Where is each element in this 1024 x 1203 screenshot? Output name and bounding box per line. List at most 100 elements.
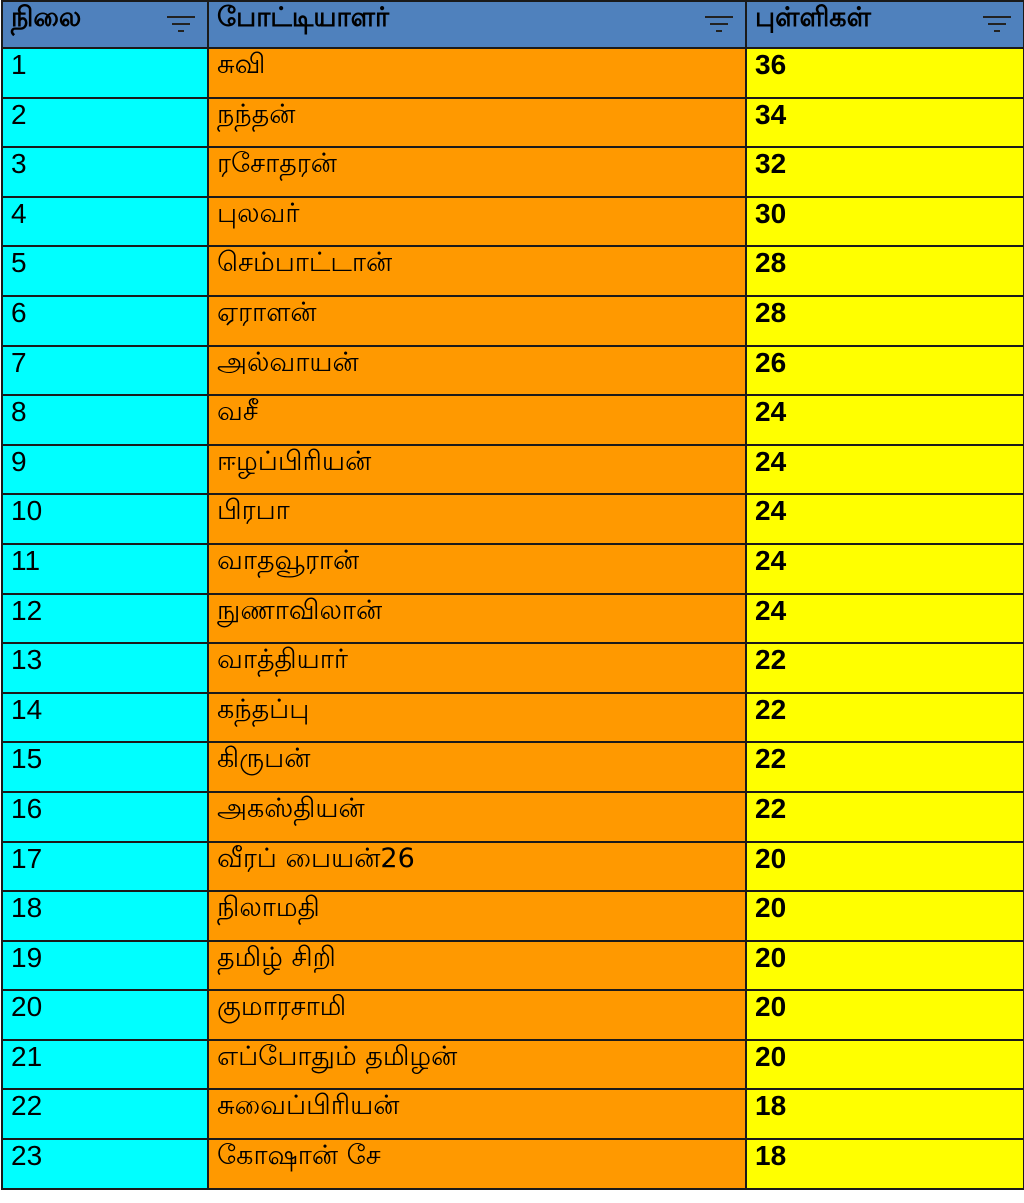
rank-cell[interactable]: 17 bbox=[1, 840, 209, 893]
header-points: புள்ளிகள் bbox=[745, 0, 1024, 49]
table-row: 16 அகஸ்தியன் 22 bbox=[1, 790, 1024, 843]
points-cell[interactable]: 28 bbox=[745, 245, 1024, 297]
table-row: 3 ரசோதரன் 32 bbox=[1, 146, 1024, 198]
name-cell[interactable]: வாத்தியார் bbox=[207, 642, 747, 694]
name-cell[interactable]: கிருபன் bbox=[207, 741, 747, 793]
rank-cell[interactable]: 1 bbox=[1, 47, 209, 99]
table-row: 20 குமாரசாமி 20 bbox=[1, 989, 1024, 1041]
points-cell[interactable]: 24 bbox=[745, 394, 1024, 446]
table-row: 5 செம்பாட்டான் 28 bbox=[1, 245, 1024, 297]
rank-cell[interactable]: 2 bbox=[1, 96, 209, 149]
rank-cell[interactable]: 18 bbox=[1, 890, 209, 942]
rank-cell[interactable]: 3 bbox=[1, 146, 209, 198]
rank-cell[interactable]: 6 bbox=[1, 294, 209, 347]
name-cell[interactable]: வீரப் பையன்26 bbox=[207, 840, 747, 893]
table-row: 14 கந்தப்பு 22 bbox=[1, 691, 1024, 744]
table-row: 7 அல்வாயன் 26 bbox=[1, 344, 1024, 397]
points-cell[interactable]: 28 bbox=[745, 294, 1024, 347]
rank-cell[interactable]: 4 bbox=[1, 195, 209, 248]
rank-cell[interactable]: 10 bbox=[1, 493, 209, 545]
table-row: 17 வீரப் பையன்26 20 bbox=[1, 840, 1024, 893]
rank-cell[interactable]: 16 bbox=[1, 790, 209, 843]
name-cell[interactable]: புலவர் bbox=[207, 195, 747, 248]
header-row: நிலை போட்டியாளர் புள்ளிகள் bbox=[1, 0, 1024, 49]
name-cell[interactable]: கோஷான் சே bbox=[207, 1138, 747, 1190]
rank-cell[interactable]: 22 bbox=[1, 1088, 209, 1141]
filter-icon[interactable] bbox=[705, 16, 733, 34]
rank-cell[interactable]: 5 bbox=[1, 245, 209, 297]
points-cell[interactable]: 20 bbox=[745, 939, 1024, 992]
name-cell[interactable]: அல்வாயன் bbox=[207, 344, 747, 397]
name-cell[interactable]: நிலாமதி bbox=[207, 890, 747, 942]
name-cell[interactable]: செம்பாட்டான் bbox=[207, 245, 747, 297]
header-points-label: புள்ளிகள் bbox=[755, 2, 871, 33]
rank-cell[interactable]: 13 bbox=[1, 642, 209, 694]
name-cell[interactable]: கந்தப்பு bbox=[207, 691, 747, 744]
points-cell[interactable]: 18 bbox=[745, 1088, 1024, 1141]
points-cell[interactable]: 20 bbox=[745, 1038, 1024, 1091]
name-cell[interactable]: பிரபா bbox=[207, 493, 747, 545]
filter-icon[interactable] bbox=[167, 16, 195, 34]
points-cell[interactable]: 20 bbox=[745, 840, 1024, 893]
rank-cell[interactable]: 19 bbox=[1, 939, 209, 992]
table-row: 9 ஈழப்பிரியன் 24 bbox=[1, 443, 1024, 496]
rank-cell[interactable]: 15 bbox=[1, 741, 209, 793]
rank-cell[interactable]: 20 bbox=[1, 989, 209, 1041]
table-row: 15 கிருபன் 22 bbox=[1, 741, 1024, 793]
name-cell[interactable]: ரசோதரன் bbox=[207, 146, 747, 198]
filter-icon[interactable] bbox=[983, 16, 1011, 34]
name-cell[interactable]: அகஸ்தியன் bbox=[207, 790, 747, 843]
points-cell[interactable]: 34 bbox=[745, 96, 1024, 149]
header-rank-label: நிலை bbox=[11, 2, 82, 33]
table-row: 12 நுணாவிலான் 24 bbox=[1, 592, 1024, 645]
points-cell[interactable]: 24 bbox=[745, 592, 1024, 645]
points-cell[interactable]: 24 bbox=[745, 443, 1024, 496]
points-cell[interactable]: 20 bbox=[745, 989, 1024, 1041]
points-cell[interactable]: 24 bbox=[745, 493, 1024, 545]
name-cell[interactable]: தமிழ் சிறி bbox=[207, 939, 747, 992]
table-row: 21 எப்போதும் தமிழன் 20 bbox=[1, 1038, 1024, 1091]
table-row: 6 ஏராளன் 28 bbox=[1, 294, 1024, 347]
table-row: 23 கோஷான் சே 18 bbox=[1, 1138, 1024, 1190]
table-row: 13 வாத்தியார் 22 bbox=[1, 642, 1024, 694]
table-row: 8 வசீ 24 bbox=[1, 394, 1024, 446]
rank-cell[interactable]: 9 bbox=[1, 443, 209, 496]
table-row: 10 பிரபா 24 bbox=[1, 493, 1024, 545]
points-cell[interactable]: 22 bbox=[745, 642, 1024, 694]
rank-cell[interactable]: 12 bbox=[1, 592, 209, 645]
name-cell[interactable]: நந்தன் bbox=[207, 96, 747, 149]
name-cell[interactable]: வசீ bbox=[207, 394, 747, 446]
table-row: 11 வாதவூரான் 24 bbox=[1, 542, 1024, 595]
name-cell[interactable]: குமாரசாமி bbox=[207, 989, 747, 1041]
points-cell[interactable]: 20 bbox=[745, 890, 1024, 942]
table-row: 22 சுவைப்பிரியன் 18 bbox=[1, 1088, 1024, 1141]
points-cell[interactable]: 36 bbox=[745, 47, 1024, 99]
points-cell[interactable]: 32 bbox=[745, 146, 1024, 198]
table-row: 1 சுவி 36 bbox=[1, 47, 1024, 99]
rank-cell[interactable]: 23 bbox=[1, 1138, 209, 1190]
rank-cell[interactable]: 7 bbox=[1, 344, 209, 397]
name-cell[interactable]: வாதவூரான் bbox=[207, 542, 747, 595]
rank-cell[interactable]: 21 bbox=[1, 1038, 209, 1091]
name-cell[interactable]: எப்போதும் தமிழன் bbox=[207, 1038, 747, 1091]
name-cell[interactable]: ஈழப்பிரியன் bbox=[207, 443, 747, 496]
table-row: 18 நிலாமதி 20 bbox=[1, 890, 1024, 942]
points-cell[interactable]: 24 bbox=[745, 542, 1024, 595]
points-cell[interactable]: 22 bbox=[745, 741, 1024, 793]
name-cell[interactable]: நுணாவிலான் bbox=[207, 592, 747, 645]
name-cell[interactable]: ஏராளன் bbox=[207, 294, 747, 347]
table-row: 2 நந்தன் 34 bbox=[1, 96, 1024, 149]
rank-cell[interactable]: 11 bbox=[1, 542, 209, 595]
rank-cell[interactable]: 14 bbox=[1, 691, 209, 744]
header-name: போட்டியாளர் bbox=[207, 0, 747, 49]
points-cell[interactable]: 26 bbox=[745, 344, 1024, 397]
points-cell[interactable]: 18 bbox=[745, 1138, 1024, 1190]
header-rank: நிலை bbox=[1, 0, 209, 49]
table-row: 4 புலவர் 30 bbox=[1, 195, 1024, 248]
name-cell[interactable]: சுவி bbox=[207, 47, 747, 99]
rank-cell[interactable]: 8 bbox=[1, 394, 209, 446]
points-cell[interactable]: 22 bbox=[745, 790, 1024, 843]
points-cell[interactable]: 22 bbox=[745, 691, 1024, 744]
name-cell[interactable]: சுவைப்பிரியன் bbox=[207, 1088, 747, 1141]
points-cell[interactable]: 30 bbox=[745, 195, 1024, 248]
